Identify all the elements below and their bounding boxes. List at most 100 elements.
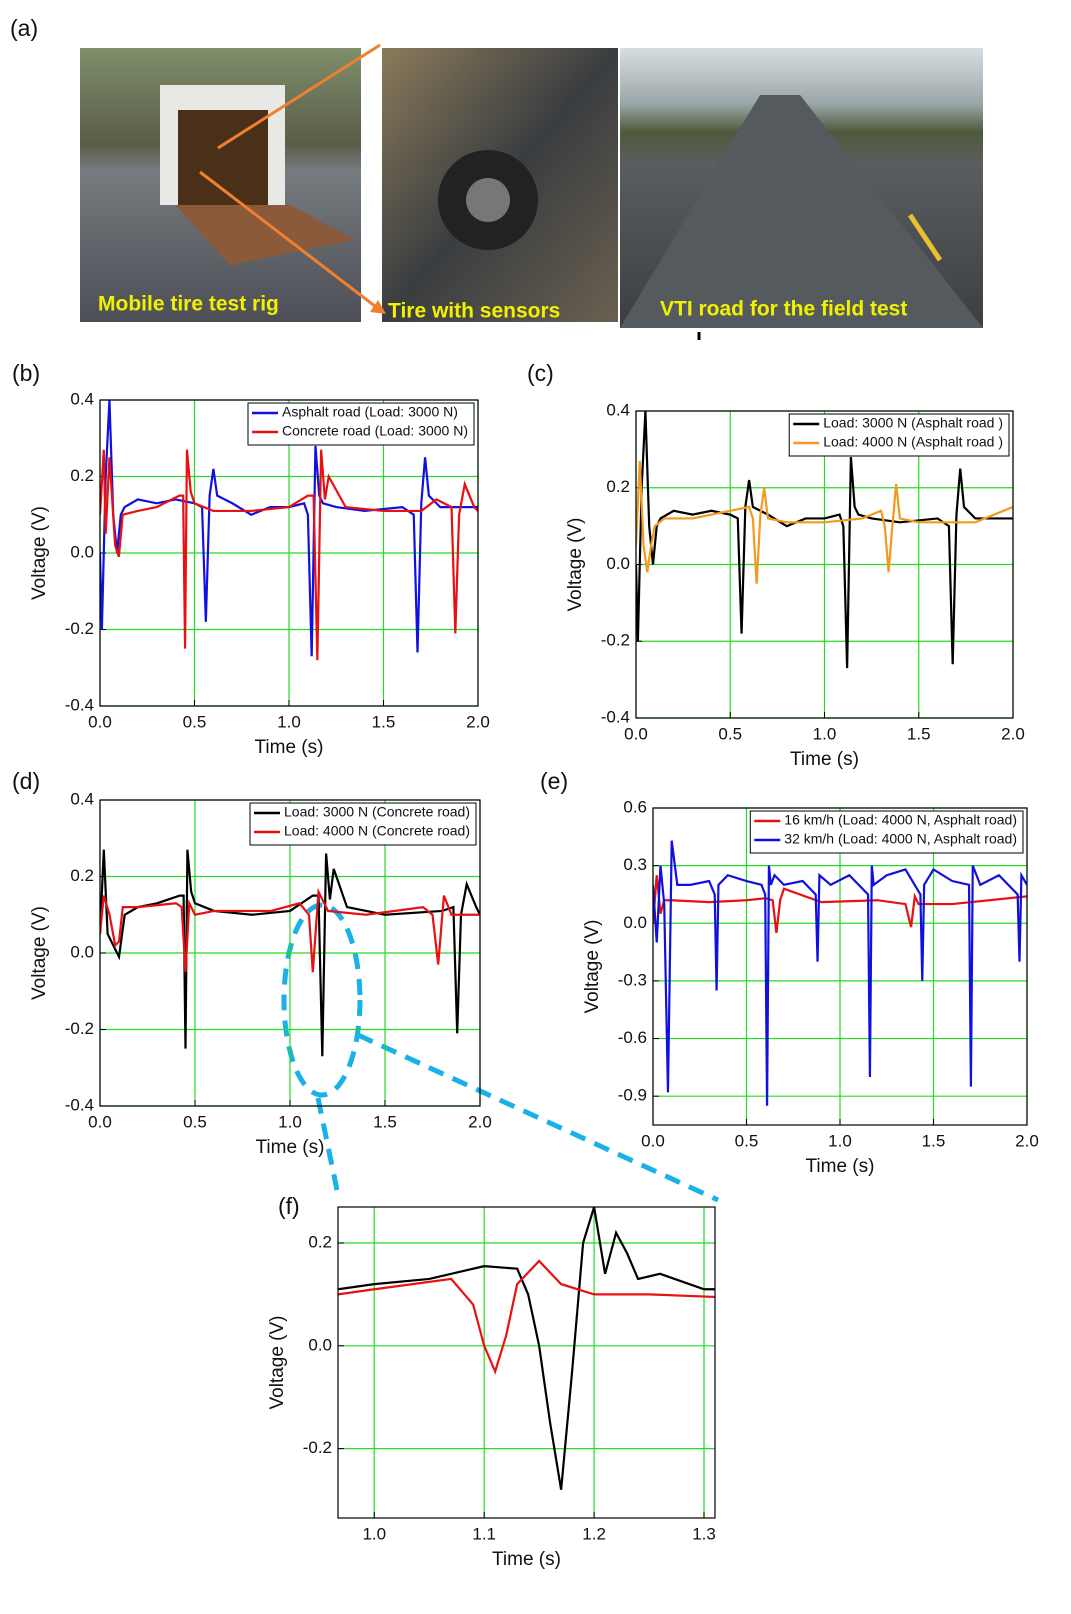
photo-lane-mark bbox=[907, 213, 943, 262]
y-axis-label: Voltage (V) bbox=[29, 506, 50, 600]
legend-label: Load: 4000 N (Concrete road) bbox=[284, 823, 470, 839]
y-tick-label: -0.4 bbox=[601, 707, 630, 726]
data-line bbox=[338, 1207, 715, 1490]
y-tick-label: 0.2 bbox=[308, 1232, 332, 1251]
panel-label: (a) bbox=[10, 15, 38, 41]
x-tick-label: 1.5 bbox=[372, 712, 396, 731]
y-tick-label: -0.4 bbox=[65, 695, 94, 714]
x-tick-label: 0.5 bbox=[183, 712, 207, 731]
x-tick-label: 1.5 bbox=[922, 1131, 946, 1150]
x-tick-label: 2.0 bbox=[1015, 1131, 1039, 1150]
data-line bbox=[100, 887, 480, 973]
y-tick-label: 0.0 bbox=[70, 942, 94, 961]
legend-label: Load: 3000 N (Concrete road) bbox=[284, 804, 470, 820]
data-line bbox=[100, 849, 480, 1057]
x-tick-label: 0.0 bbox=[88, 712, 112, 731]
legend-label: Asphalt road (Load: 3000 N) bbox=[282, 404, 458, 420]
data-line bbox=[653, 875, 1027, 934]
legend: 16 km/h (Load: 4000 N, Asphalt road) 32 k… bbox=[749, 810, 1024, 854]
panel-label: (d) bbox=[12, 768, 40, 794]
x-tick-label: 1.3 bbox=[692, 1524, 716, 1543]
photo-rim bbox=[466, 178, 510, 222]
legend-label: Concrete road (Load: 3000 N) bbox=[282, 423, 468, 439]
plot-frame bbox=[99, 799, 481, 1107]
y-tick-label: 0.2 bbox=[70, 866, 94, 885]
y-tick-label: 0.0 bbox=[308, 1335, 332, 1354]
data-line bbox=[653, 840, 1027, 1106]
legend-label: 16 km/h (Load: 4000 N, Asphalt road) bbox=[784, 812, 1017, 828]
x-axis-label: Time (s) bbox=[790, 749, 859, 770]
arrow-head bbox=[370, 300, 386, 314]
arrow bbox=[199, 170, 381, 312]
y-axis-label: Voltage (V) bbox=[565, 518, 586, 612]
x-tick-label: 2.0 bbox=[468, 1112, 492, 1131]
y-tick-label: -0.3 bbox=[618, 970, 647, 989]
x-tick-label: 0.5 bbox=[183, 1112, 207, 1131]
plot-frame bbox=[99, 399, 479, 707]
y-tick-label: 0.2 bbox=[606, 477, 630, 496]
y-axis-label: Voltage (V) bbox=[29, 906, 50, 1000]
y-tick-label: -0.2 bbox=[65, 1019, 94, 1038]
panel-label: (e) bbox=[540, 768, 568, 794]
legend-label: 32 km/h (Load: 4000 N, Asphalt road) bbox=[784, 831, 1017, 847]
legend-box bbox=[788, 413, 1010, 457]
legend: Load: 3000 N (Concrete road) Load: 4000 N… bbox=[249, 802, 477, 846]
y-tick-label: -0.6 bbox=[618, 1028, 647, 1047]
x-tick-label: 1.2 bbox=[582, 1524, 606, 1543]
legend-label: Load: 3000 N (Asphalt road ) bbox=[823, 415, 1003, 431]
x-tick-label: 1.5 bbox=[907, 724, 931, 743]
y-tick-label: 0.0 bbox=[623, 913, 647, 932]
y-tick-label: -0.9 bbox=[618, 1086, 647, 1105]
x-axis-label: Time (s) bbox=[256, 1137, 325, 1158]
x-tick-label: 1.0 bbox=[828, 1131, 852, 1150]
y-tick-label: 0.4 bbox=[70, 389, 94, 408]
data-line bbox=[338, 1259, 715, 1375]
y-tick-label: 0.6 bbox=[623, 797, 647, 816]
y-axis-label: Voltage (V) bbox=[267, 1316, 288, 1410]
y-tick-label: 0.4 bbox=[70, 789, 94, 808]
x-tick-label: 1.0 bbox=[362, 1524, 386, 1543]
legend: Asphalt road (Load: 3000 N) Concrete road… bbox=[247, 402, 475, 446]
x-tick-label: 1.1 bbox=[472, 1524, 496, 1543]
zoom-ellipse bbox=[281, 902, 363, 1098]
data-line bbox=[100, 449, 478, 661]
x-tick-label: 0.0 bbox=[624, 724, 648, 743]
y-tick-label: 0.0 bbox=[70, 542, 94, 561]
photo-caption: VTI road for the field test bbox=[660, 298, 907, 321]
panel-label: (f) bbox=[278, 1193, 300, 1219]
y-tick-label: -0.4 bbox=[65, 1095, 94, 1114]
photo-caption: Tire with sensors bbox=[388, 300, 560, 323]
legend-box bbox=[749, 810, 1024, 854]
x-axis-label: Time (s) bbox=[255, 737, 324, 758]
x-tick-label: 2.0 bbox=[1001, 724, 1025, 743]
photo-caption: Mobile tire test rig bbox=[98, 293, 279, 316]
panel-label: (c) bbox=[527, 360, 554, 386]
y-tick-label: -0.2 bbox=[303, 1438, 332, 1457]
panel-label: (b) bbox=[12, 360, 40, 386]
x-tick-label: 2.0 bbox=[466, 712, 490, 731]
y-tick-label: 0.4 bbox=[606, 400, 630, 419]
legend-label: Load: 4000 N (Asphalt road ) bbox=[823, 434, 1003, 450]
y-axis-label: Voltage (V) bbox=[582, 920, 603, 1014]
y-tick-label: -0.2 bbox=[65, 619, 94, 638]
y-tick-label: 0.2 bbox=[70, 466, 94, 485]
data-line bbox=[636, 460, 1013, 584]
photo-road bbox=[620, 95, 983, 328]
plot-frame bbox=[652, 807, 1028, 1126]
x-tick-label: 0.5 bbox=[718, 724, 742, 743]
plot-frame bbox=[635, 410, 1014, 719]
x-axis-label: Time (s) bbox=[806, 1156, 875, 1177]
x-tick-label: 0.0 bbox=[641, 1131, 665, 1150]
x-tick-label: 0.0 bbox=[88, 1112, 112, 1131]
x-tick-label: 1.0 bbox=[278, 1112, 302, 1131]
y-tick-label: 0.3 bbox=[623, 855, 647, 874]
plot-frame bbox=[337, 1206, 716, 1519]
y-tick-label: -0.2 bbox=[601, 631, 630, 650]
zoom-line bbox=[315, 1097, 341, 1196]
photo-ramp bbox=[175, 205, 355, 265]
legend-box bbox=[247, 402, 475, 446]
legend-box bbox=[249, 802, 477, 846]
x-tick-label: 1.5 bbox=[373, 1112, 397, 1131]
zoom-line bbox=[356, 1032, 720, 1203]
